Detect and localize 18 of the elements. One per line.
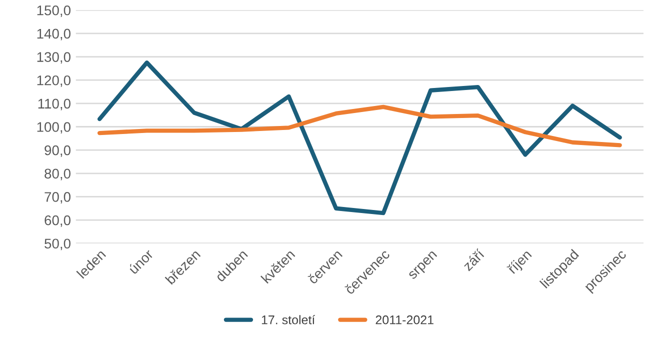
- y-tick-label: 60,0: [44, 215, 70, 227]
- y-tick-label: 140,0: [37, 28, 70, 40]
- line-series: [97, 104, 622, 148]
- y-tick-label: 80,0: [44, 168, 70, 180]
- x-tick-label: únor: [128, 248, 154, 274]
- y-tick-label: 70,0: [44, 192, 70, 204]
- y-tick-label: 150,0: [37, 5, 70, 17]
- y-tick-label: 90,0: [44, 145, 70, 157]
- x-tick-label: říjen: [506, 248, 534, 276]
- y-tick-label: 130,0: [37, 52, 70, 64]
- y-tick-label: 110,0: [38, 98, 70, 110]
- y-tick-label: 100,0: [37, 122, 70, 134]
- y-tick-label: 50,0: [44, 238, 70, 250]
- x-tick-label: září: [462, 248, 486, 272]
- legend-label: 17. století: [262, 314, 316, 324]
- legend-label: 2011-2021: [376, 315, 434, 324]
- line-series: [97, 60, 622, 216]
- y-tick-label: 120,0: [37, 75, 70, 87]
